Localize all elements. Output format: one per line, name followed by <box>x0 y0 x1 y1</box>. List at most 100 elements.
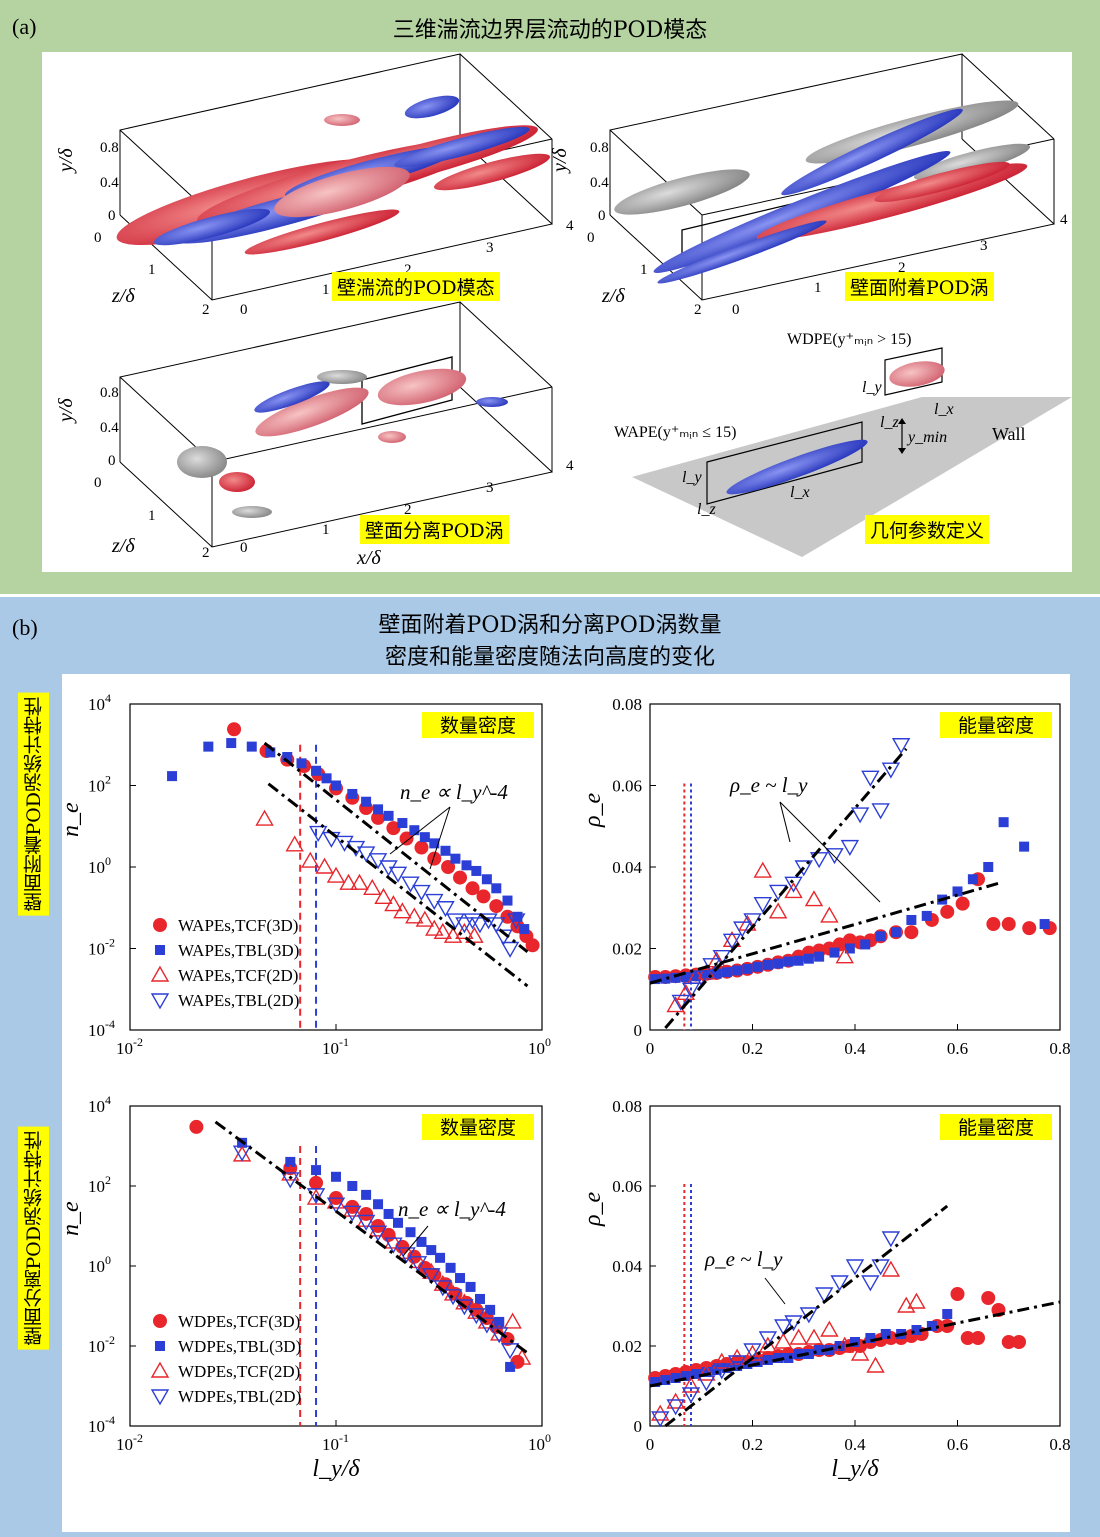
data-point-triangle-up <box>356 1210 376 1227</box>
data-point-circle <box>189 1119 204 1134</box>
x-axis-label: l_y/δ <box>831 1456 879 1482</box>
data-point-triangle-up <box>820 1320 839 1337</box>
wall-label: Wall <box>992 424 1026 444</box>
fit-line <box>214 1120 529 1355</box>
data-point-triangle-down <box>743 913 762 930</box>
data-point-square <box>373 1199 384 1210</box>
data-point-square <box>502 895 513 906</box>
tag-background <box>422 1114 534 1140</box>
data-point-triangle-down <box>840 839 860 857</box>
legend-marker <box>153 1314 167 1328</box>
data-point-triangle-down <box>799 1307 819 1324</box>
data-point-triangle-up <box>835 947 854 964</box>
data-point-circle <box>414 840 429 855</box>
data-point-triangle-up <box>666 1392 685 1409</box>
y-tick-label: 0.04 <box>612 858 642 877</box>
tick-y-0.4: 0.4 <box>590 175 609 191</box>
legend-label: WAPEs,TCF(2D) <box>178 966 298 985</box>
data-point-circle <box>904 925 919 940</box>
data-point-triangle-up <box>384 1232 403 1249</box>
y-tick-label: 10-2 <box>88 1333 115 1356</box>
y-tick-label: 10-4 <box>88 1413 115 1436</box>
data-point-square <box>409 825 420 836</box>
law-annotation: n_e ∝ l_y^-4 <box>400 780 508 804</box>
y-axis-label-3: y/δ <box>55 398 77 424</box>
data-point-triangle-down <box>666 1399 685 1416</box>
data-point-triangle-down <box>368 1225 388 1242</box>
data-point-triangle-down <box>470 917 490 934</box>
legend-marker <box>155 945 165 955</box>
panel-b-title-line1: 壁面附着POD涡和分离POD涡数量 <box>378 613 722 638</box>
panel-a-figure: 0.8 0.4 0 0 1 2 0 1 2 3 4 y/δ z/δ <box>42 52 1072 572</box>
data-point-triangle-up <box>738 914 757 931</box>
fit-line <box>664 1204 949 1428</box>
z-axis-label-3: z/δ <box>111 535 135 557</box>
tick-x-3: 3 <box>980 238 988 254</box>
data-point-circle <box>1001 917 1016 932</box>
tick-y-0.4: 0.4 <box>100 175 119 191</box>
data-point-triangle-down <box>455 1299 474 1316</box>
data-point-triangle-down <box>507 913 526 930</box>
data-point-triangle-down <box>830 1275 849 1292</box>
y-axis-label: n_e <box>62 1201 84 1236</box>
data-point-triangle-down <box>733 921 752 938</box>
data-point-square <box>701 1367 712 1377</box>
data-point-square <box>383 1208 394 1219</box>
data-point-circle <box>489 899 504 914</box>
subplot-detached <box>119 301 554 548</box>
legend-label: WAPEs,TCF(3D) <box>178 916 298 935</box>
data-point-triangle-up <box>232 1145 252 1162</box>
tick-x-3: 3 <box>486 240 494 256</box>
tag-label: 能量密度 <box>958 1117 1034 1139</box>
y-tick-label: 10-4 <box>88 1017 115 1040</box>
data-point-square <box>670 1373 681 1383</box>
x-tick-label: 0 <box>646 1435 655 1454</box>
tick-z-0: 0 <box>94 475 102 491</box>
y-tick-label: 100 <box>88 1253 111 1276</box>
data-point-triangle-down <box>871 803 890 820</box>
tick-z-2: 2 <box>202 302 210 318</box>
data-point-triangle-down <box>861 1275 880 1292</box>
data-point-square <box>891 927 901 938</box>
data-point-square <box>491 883 502 894</box>
subplot-1-ticks: 0.8 0.4 0 0 1 2 0 1 2 3 4 <box>94 140 574 318</box>
data-point-triangle-down <box>326 1197 346 1214</box>
data-point-triangle-up <box>255 809 274 826</box>
geometry-labels: WDPE(y⁺ₘᵢₙ > 15) WAPE(y⁺ₘᵢₙ ≤ 15) Wall l… <box>614 331 1026 518</box>
data-point-triangle-down <box>809 852 829 869</box>
data-point-triangle-up <box>433 922 453 939</box>
tag-background <box>422 712 534 738</box>
x-axis-label: l_y/δ <box>312 1456 360 1482</box>
data-point-triangle-up <box>285 835 304 852</box>
tick-z-2: 2 <box>202 545 210 561</box>
tick-x-0: 0 <box>240 540 248 556</box>
y-tick-label: 100 <box>88 854 111 877</box>
data-point-square <box>474 1293 485 1304</box>
data-point-square <box>742 1359 753 1369</box>
data-point-square <box>471 865 482 876</box>
data-point-triangle-up <box>397 1242 416 1260</box>
data-point-square <box>732 1361 743 1371</box>
fit-line <box>267 782 529 988</box>
data-point-triangle-up <box>315 857 334 874</box>
data-point-square <box>814 1345 825 1355</box>
data-point-triangle-down <box>845 1259 865 1276</box>
tick-x-0: 0 <box>732 302 740 318</box>
subplot-attached-blobs <box>614 100 1031 284</box>
x-tick-label: 10-2 <box>116 1431 143 1454</box>
data-point-square <box>285 1156 296 1167</box>
geometry-definition <box>632 347 1072 557</box>
x-tick-label: 0.2 <box>742 1039 763 1058</box>
y-tick-label: 104 <box>88 1093 111 1116</box>
data-point-square <box>850 1337 860 1347</box>
data-point-square <box>331 780 341 791</box>
tag-background <box>940 712 1052 738</box>
data-point-triangle-down <box>881 762 901 779</box>
data-point-circle <box>986 917 1001 932</box>
y-tick-label: 0.06 <box>612 1177 642 1196</box>
y-tick-label: 104 <box>88 691 111 714</box>
data-point-circle <box>1012 1335 1026 1349</box>
data-point-triangle-up <box>768 902 788 919</box>
data-point-triangle-up <box>425 919 444 936</box>
data-point-square <box>393 1217 404 1228</box>
